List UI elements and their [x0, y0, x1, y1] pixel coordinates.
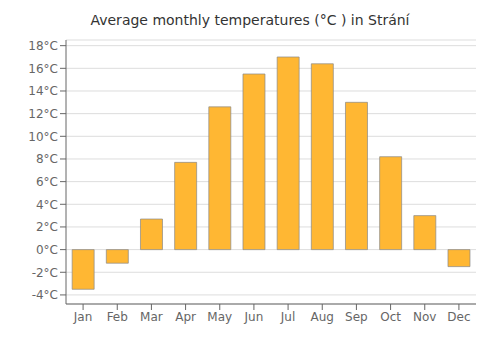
svg-text:4°C: 4°C: [36, 198, 58, 212]
svg-text:2°C: 2°C: [36, 220, 58, 234]
svg-text:16°C: 16°C: [28, 62, 58, 76]
svg-text:Dec: Dec: [447, 310, 470, 324]
svg-text:-2°C: -2°C: [32, 266, 58, 280]
svg-text:Apr: Apr: [175, 310, 196, 324]
svg-text:Aug: Aug: [311, 310, 334, 324]
svg-text:Oct: Oct: [380, 310, 401, 324]
svg-text:8°C: 8°C: [36, 152, 58, 166]
svg-text:14°C: 14°C: [28, 84, 58, 98]
svg-text:-4°C: -4°C: [32, 288, 58, 302]
svg-text:18°C: 18°C: [28, 39, 58, 53]
svg-text:Jun: Jun: [244, 310, 264, 324]
svg-text:0°C: 0°C: [36, 243, 58, 257]
svg-text:Jan: Jan: [73, 310, 93, 324]
svg-text:Sep: Sep: [345, 310, 368, 324]
svg-text:12°C: 12°C: [28, 107, 58, 121]
svg-text:Feb: Feb: [107, 310, 128, 324]
html-text:Average monthly temperatures (: Average monthly temperatures (°C ) in St…: [90, 12, 410, 28]
svg-text:Mar: Mar: [140, 310, 163, 324]
svg-text:Nov: Nov: [413, 310, 436, 324]
svg-text:Jul: Jul: [280, 310, 295, 324]
svg-text:May: May: [207, 310, 232, 324]
svg-text:10°C: 10°C: [28, 130, 58, 144]
svg-text:6°C: 6°C: [36, 175, 58, 189]
